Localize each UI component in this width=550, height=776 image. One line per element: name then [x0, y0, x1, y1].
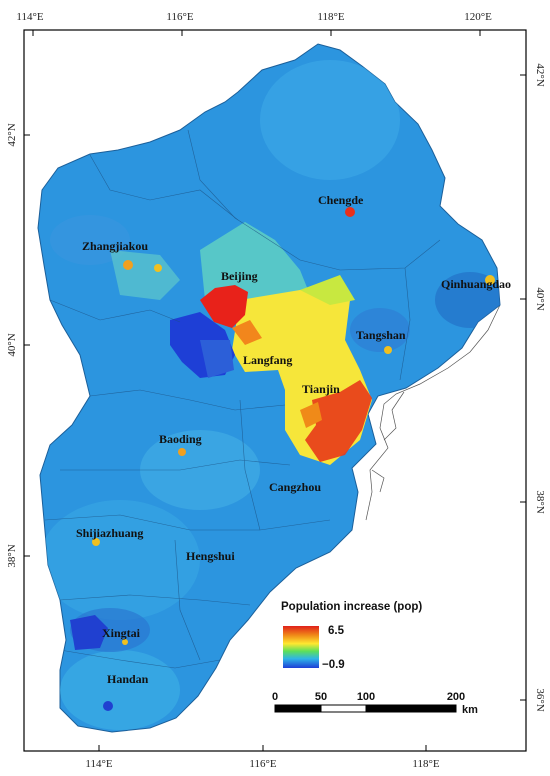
region	[37, 43, 501, 733]
legend-color-ramp	[283, 626, 319, 668]
city-label-zhangjiakou: Zhangjiakou	[82, 239, 148, 253]
lon-tick-top: 120°E	[464, 11, 492, 23]
lat-tick-right: 40°N	[534, 287, 546, 310]
city-label-tangshan: Tangshan	[356, 328, 406, 342]
lat-tick-right: 36°N	[534, 688, 546, 711]
lat-tick-left: 40°N	[6, 333, 18, 356]
legend-min-value: −0.9	[322, 659, 345, 671]
city-label-langfang: Langfang	[243, 353, 292, 367]
city-label-beijing: Beijing	[221, 269, 258, 283]
coastline	[365, 304, 501, 521]
lat-tick-left: 38°N	[6, 544, 18, 567]
lon-tick-top: 116°E	[166, 11, 193, 23]
lon-tick-bottom: 118°E	[412, 758, 439, 770]
city-label-baoding: Baoding	[159, 432, 202, 446]
lon-tick-bottom: 116°E	[249, 758, 276, 770]
graticule-ticks	[24, 30, 526, 751]
city-label-qinhuangdao: Qinhuangdao	[441, 277, 511, 291]
scale-label: 50	[315, 691, 327, 703]
legend-title: Population increase (pop)	[281, 601, 422, 613]
scale-label: 200	[447, 691, 465, 703]
city-label-cangzhou: Cangzhou	[269, 480, 321, 494]
city-label-xingtai: Xingtai	[102, 626, 141, 640]
scale-label: 0	[272, 691, 278, 703]
legend-max-value: 6.5	[328, 625, 345, 637]
scale-unit: km	[462, 704, 478, 716]
lon-tick-top: 114°E	[16, 11, 43, 23]
admin-boundaries	[44, 129, 441, 669]
city-label-tianjin: Tianjin	[302, 382, 340, 396]
city-label-chengde: Chengde	[318, 193, 364, 207]
scale-bar: 0 50 100 200 km	[272, 691, 478, 716]
city-label-handan: Handan	[107, 672, 149, 686]
city-label-shijiazhuang: Shijiazhuang	[76, 526, 143, 540]
city-label-hengshui: Hengshui	[186, 549, 235, 563]
lat-tick-left: 42°N	[6, 123, 18, 146]
lon-tick-top: 118°E	[317, 11, 344, 23]
lat-tick-right: 38°N	[534, 490, 546, 513]
legend: Population increase (pop) 6.5 −0.9	[281, 601, 422, 671]
lon-tick-bottom: 114°E	[85, 758, 112, 770]
scale-label: 100	[357, 691, 375, 703]
lat-tick-right: 42°N	[534, 63, 546, 86]
